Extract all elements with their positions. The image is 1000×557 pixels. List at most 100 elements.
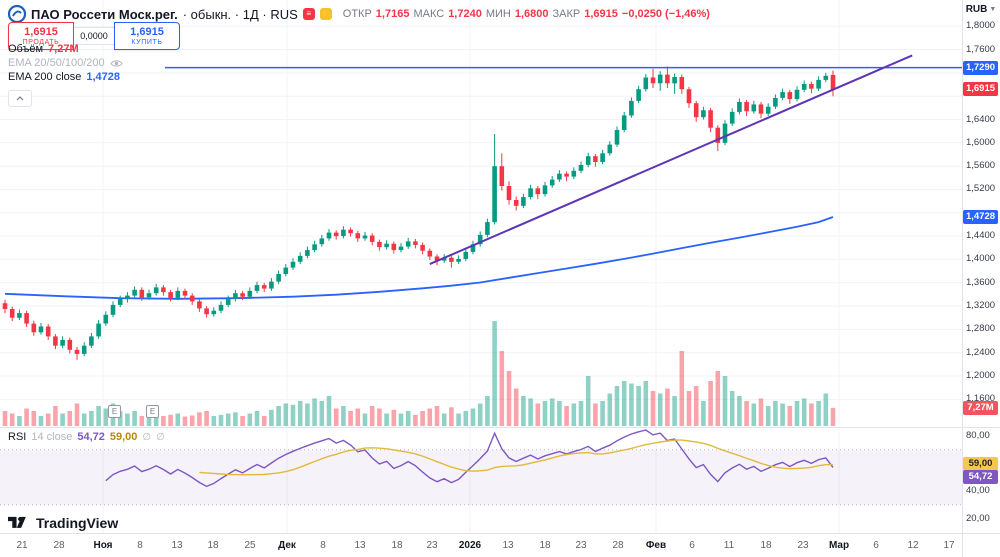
eye-icon[interactable] bbox=[110, 59, 123, 68]
symbol-title[interactable]: ПАО Россети Моск.рег. bbox=[31, 6, 178, 22]
volume-bar bbox=[607, 393, 613, 426]
candle bbox=[132, 286, 137, 298]
candle bbox=[434, 254, 440, 266]
candle bbox=[53, 334, 58, 350]
volume-bar bbox=[283, 403, 289, 426]
candle bbox=[542, 181, 548, 197]
candle bbox=[823, 72, 829, 83]
volume-bar bbox=[830, 407, 836, 426]
symbol-meta[interactable]: · обыкн. · 1Д · RUS bbox=[182, 6, 298, 22]
volume-bar bbox=[693, 386, 699, 426]
buy-button[interactable]: 1,6915 КУПИТЬ bbox=[114, 22, 180, 50]
currency-selector[interactable]: RUB ▼ bbox=[963, 4, 999, 15]
candle bbox=[254, 281, 260, 294]
trade-panel: 1,6915 ПРОДАТЬ 0,0000 1,6915 КУПИТЬ bbox=[8, 22, 180, 50]
candle bbox=[708, 107, 713, 133]
volume-bar bbox=[89, 411, 94, 426]
earnings-marker[interactable]: E bbox=[108, 405, 121, 418]
earnings-marker[interactable]: E bbox=[146, 405, 159, 418]
time-axis-label: 18 bbox=[539, 540, 551, 551]
volume-legend-row[interactable]: Объём 7,27M bbox=[8, 42, 123, 56]
volume-bar bbox=[146, 417, 152, 427]
volume-bar bbox=[233, 412, 238, 427]
candle bbox=[9, 306, 15, 322]
spread-value: 0,0000 bbox=[74, 27, 114, 45]
volume-bar bbox=[650, 391, 656, 426]
time-axis-label: 11 bbox=[723, 540, 735, 551]
volume-bar bbox=[780, 403, 785, 426]
volume-bar bbox=[269, 409, 274, 427]
volume-bar bbox=[794, 401, 800, 426]
volume-bar bbox=[197, 412, 202, 427]
low-label: МИН bbox=[485, 8, 511, 20]
volume-bar bbox=[441, 413, 447, 426]
volume-bar bbox=[549, 398, 555, 426]
volume-legend-label: Объём bbox=[8, 43, 44, 55]
collapse-indicators-button[interactable] bbox=[8, 90, 32, 107]
candle bbox=[528, 184, 533, 200]
tradingview-logo[interactable]: TradingView bbox=[8, 514, 118, 532]
symbol-logo-icon[interactable] bbox=[8, 5, 26, 23]
volume-bar bbox=[2, 411, 8, 426]
currency-label: RUB bbox=[965, 4, 988, 15]
candle bbox=[204, 306, 209, 318]
time-axis[interactable]: 21 28 Ноя 8 13 18 25 Дек 8 13 18 23 2026 13 18 23 28 Фев 6… bbox=[0, 534, 962, 557]
time-axis-label: Дек bbox=[278, 540, 296, 551]
ema200-value-label: 1,4728 bbox=[963, 210, 998, 224]
rsi-pane[interactable] bbox=[0, 428, 962, 533]
price-axis-label: 1,3200 bbox=[966, 300, 996, 311]
candle bbox=[765, 103, 771, 116]
sell-button[interactable]: 1,6915 ПРОДАТЬ bbox=[8, 22, 74, 50]
ema200-legend-row[interactable]: EMA 200 close 1,4728 bbox=[8, 70, 123, 84]
candle bbox=[492, 134, 497, 225]
candle bbox=[233, 289, 238, 302]
last-price-label: 1,6915 bbox=[963, 82, 998, 96]
candle bbox=[614, 126, 620, 147]
candle bbox=[557, 170, 562, 182]
candle bbox=[362, 232, 368, 241]
volume-bar bbox=[254, 411, 260, 426]
candle bbox=[96, 320, 101, 339]
candle bbox=[269, 278, 274, 291]
volume-bar bbox=[737, 396, 742, 426]
pane-separator[interactable] bbox=[0, 427, 1000, 428]
price-axis-label: 1,5600 bbox=[966, 160, 996, 171]
volume-bar bbox=[420, 411, 425, 426]
candle bbox=[737, 98, 742, 115]
candle bbox=[485, 218, 490, 238]
volume-bar bbox=[593, 403, 598, 426]
chevron-up-icon bbox=[16, 96, 24, 101]
candle bbox=[564, 171, 569, 182]
volume-legend-value: 7,27M bbox=[48, 43, 79, 55]
volume-bar bbox=[787, 406, 793, 426]
time-axis-label: 23 bbox=[575, 540, 587, 551]
candle bbox=[665, 66, 670, 88]
candle bbox=[110, 301, 116, 318]
volume-bar bbox=[182, 416, 188, 426]
candle bbox=[175, 287, 181, 301]
rsi-legend[interactable]: RSI 14 close 54,72 59,00 ∅ ∅ bbox=[8, 431, 165, 443]
volume-bar bbox=[204, 411, 209, 426]
market-status-icon[interactable]: ≡ bbox=[302, 8, 315, 20]
price-axis-border bbox=[962, 0, 963, 557]
price-axis-label: 1,4000 bbox=[966, 253, 996, 264]
candle bbox=[499, 153, 505, 191]
candle bbox=[449, 255, 454, 268]
volume-bar bbox=[449, 407, 454, 427]
price-axis[interactable]: 1,8000 1,7600 1,6400 1,6000 1,5600 1,5200 1,44… bbox=[962, 0, 1000, 557]
volume-bar bbox=[701, 401, 706, 426]
delayed-data-icon[interactable]: ⚡ bbox=[319, 8, 332, 20]
time-axis-label: 18 bbox=[207, 540, 219, 551]
candle bbox=[117, 295, 123, 308]
volume-bar bbox=[578, 401, 584, 426]
time-axis-label: 13 bbox=[502, 540, 514, 551]
candle bbox=[600, 149, 605, 165]
candle bbox=[2, 299, 8, 314]
candle bbox=[319, 234, 325, 247]
candle bbox=[276, 270, 281, 284]
high-value: 1,7240 bbox=[448, 8, 482, 20]
volume-bar bbox=[9, 413, 15, 426]
price-pane[interactable] bbox=[0, 0, 962, 428]
ema-group-legend-row[interactable]: EMA 20/50/100/200 bbox=[8, 56, 123, 70]
